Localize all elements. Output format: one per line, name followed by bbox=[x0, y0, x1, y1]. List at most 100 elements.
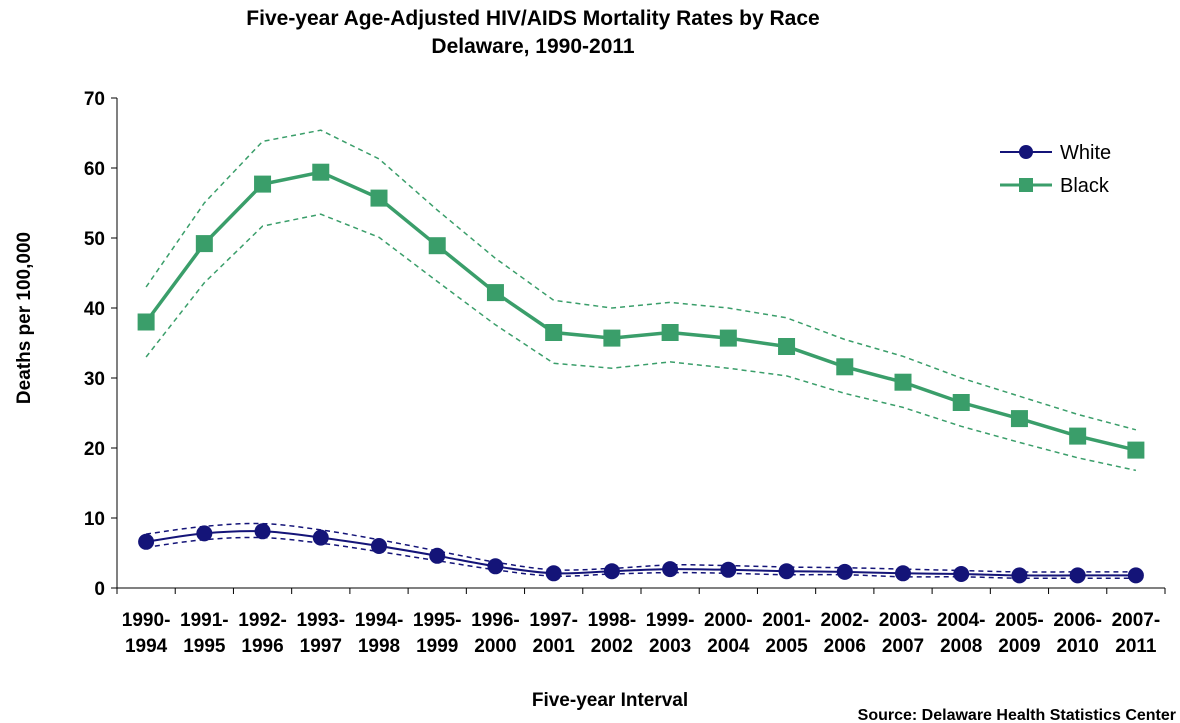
x-tick-label: 2003- bbox=[879, 610, 928, 631]
data-point-black bbox=[486, 284, 504, 302]
data-point-black bbox=[1010, 410, 1028, 428]
data-point-black bbox=[778, 338, 796, 355]
series-layer bbox=[137, 129, 1145, 584]
x-tick-label: 1994- bbox=[355, 610, 404, 631]
y-tick-label: 50 bbox=[84, 229, 105, 250]
data-point-white bbox=[953, 566, 970, 582]
x-tick-label: 2010 bbox=[1057, 636, 1099, 657]
series-black-ci-upper bbox=[145, 129, 1137, 431]
x-tick-label: 1993- bbox=[296, 610, 345, 631]
x-tick-label: 1994 bbox=[125, 636, 168, 657]
x-tick-label: 1995 bbox=[183, 636, 226, 657]
data-point-black bbox=[370, 189, 388, 207]
series-white bbox=[138, 522, 1144, 584]
legend: White Black bbox=[1000, 142, 1111, 197]
data-point-black bbox=[254, 175, 272, 193]
data-point-white bbox=[1069, 567, 1086, 584]
y-tick-label: 10 bbox=[84, 509, 105, 530]
series-black bbox=[137, 129, 1145, 472]
y-axis-title: Deaths per 100,000 bbox=[14, 232, 35, 404]
x-tick-label: 2002 bbox=[591, 636, 633, 657]
legend-marker-black bbox=[1019, 178, 1033, 192]
x-tick-label: 1992- bbox=[238, 610, 287, 631]
data-point-white bbox=[1011, 567, 1028, 584]
legend-marker-white bbox=[1019, 145, 1033, 159]
data-point-black bbox=[836, 358, 854, 376]
data-point-white bbox=[487, 558, 504, 575]
series-black-ci-lower bbox=[145, 213, 1137, 472]
x-tick-label: 2000 bbox=[474, 636, 516, 657]
legend-label-black: Black bbox=[1060, 175, 1110, 197]
y-tick-label: 20 bbox=[84, 439, 105, 460]
x-tick-label: 1997- bbox=[529, 610, 578, 631]
x-tick-label: 1999 bbox=[416, 636, 458, 657]
data-point-white bbox=[545, 565, 562, 582]
legend-label-white: White bbox=[1060, 142, 1111, 164]
data-point-white bbox=[138, 533, 155, 550]
y-tick-label: 30 bbox=[84, 369, 105, 390]
y-tick-label: 40 bbox=[84, 299, 105, 320]
x-axis-ticks: 1990- 1994 1991- 1995 1992- 1996 1993- 1997 1994… bbox=[116, 588, 1166, 657]
x-axis-title: Five-year Interval bbox=[532, 690, 688, 711]
x-tick-label: 1996- bbox=[471, 610, 520, 631]
y-axis-ticks: 0 10 20 30 40 50 60 70 bbox=[84, 89, 117, 600]
x-tick-label: 2001 bbox=[533, 636, 576, 657]
x-tick-label: 1996 bbox=[241, 636, 283, 657]
data-point-white bbox=[429, 547, 446, 564]
y-tick-label: 70 bbox=[84, 89, 105, 110]
series-black-line bbox=[144, 170, 1137, 452]
x-tick-label: 1997 bbox=[300, 636, 342, 657]
data-point-white bbox=[662, 561, 679, 578]
x-tick-label: 2011 bbox=[1115, 636, 1157, 657]
data-point-white bbox=[312, 529, 329, 546]
x-tick-label: 1995- bbox=[413, 610, 462, 631]
data-point-white bbox=[778, 563, 795, 580]
data-point-black bbox=[545, 324, 563, 341]
series-white-ci-upper bbox=[146, 522, 1136, 573]
x-tick-label: 1990- bbox=[122, 610, 171, 631]
x-tick-label: 1999- bbox=[646, 610, 695, 631]
y-tick-label: 0 bbox=[94, 579, 105, 600]
x-tick-label: 1998 bbox=[358, 636, 400, 657]
x-tick-label: 2004- bbox=[937, 610, 986, 631]
data-point-black bbox=[719, 329, 737, 347]
x-tick-label: 2005- bbox=[995, 610, 1044, 631]
x-tick-label: 2000- bbox=[704, 610, 753, 631]
series-white-line bbox=[145, 530, 1136, 577]
x-tick-label: 2009 bbox=[998, 636, 1040, 657]
data-point-white bbox=[254, 523, 271, 540]
chart-title: Five-year Age-Adjusted HIV/AIDS Mortalit… bbox=[246, 7, 819, 30]
data-point-black bbox=[1127, 441, 1145, 459]
data-point-white bbox=[603, 563, 620, 580]
x-tick-label: 2004 bbox=[707, 636, 750, 657]
y-tick-label: 60 bbox=[84, 159, 105, 180]
data-point-white bbox=[1127, 567, 1144, 584]
data-point-white bbox=[836, 563, 853, 580]
data-point-black bbox=[894, 373, 912, 391]
series-white-ci-lower bbox=[146, 536, 1136, 580]
data-point-black bbox=[661, 324, 679, 341]
x-tick-label: 2006- bbox=[1053, 610, 1102, 631]
x-tick-label: 1991- bbox=[180, 610, 229, 631]
x-tick-label: 2008 bbox=[940, 636, 982, 657]
x-tick-label: 2003 bbox=[649, 636, 691, 657]
data-point-white bbox=[371, 538, 387, 554]
data-point-white bbox=[196, 525, 213, 542]
x-tick-label: 2007 bbox=[882, 636, 924, 657]
data-point-black bbox=[952, 394, 970, 411]
data-point-black bbox=[195, 235, 213, 253]
x-tick-label: 2007- bbox=[1112, 610, 1161, 631]
data-point-white bbox=[720, 561, 737, 578]
data-point-black bbox=[1069, 427, 1087, 445]
chart-subtitle: Delaware, 1990-2011 bbox=[431, 35, 634, 58]
data-point-white bbox=[895, 565, 911, 582]
data-point-black bbox=[428, 237, 446, 255]
x-tick-label: 2006 bbox=[824, 636, 866, 657]
x-tick-label: 2001- bbox=[762, 610, 811, 631]
x-tick-label: 2005 bbox=[765, 636, 808, 657]
x-tick-label: 1998- bbox=[588, 610, 637, 631]
data-point-black bbox=[137, 313, 155, 331]
data-point-black bbox=[603, 329, 621, 347]
data-point-black bbox=[312, 163, 330, 181]
